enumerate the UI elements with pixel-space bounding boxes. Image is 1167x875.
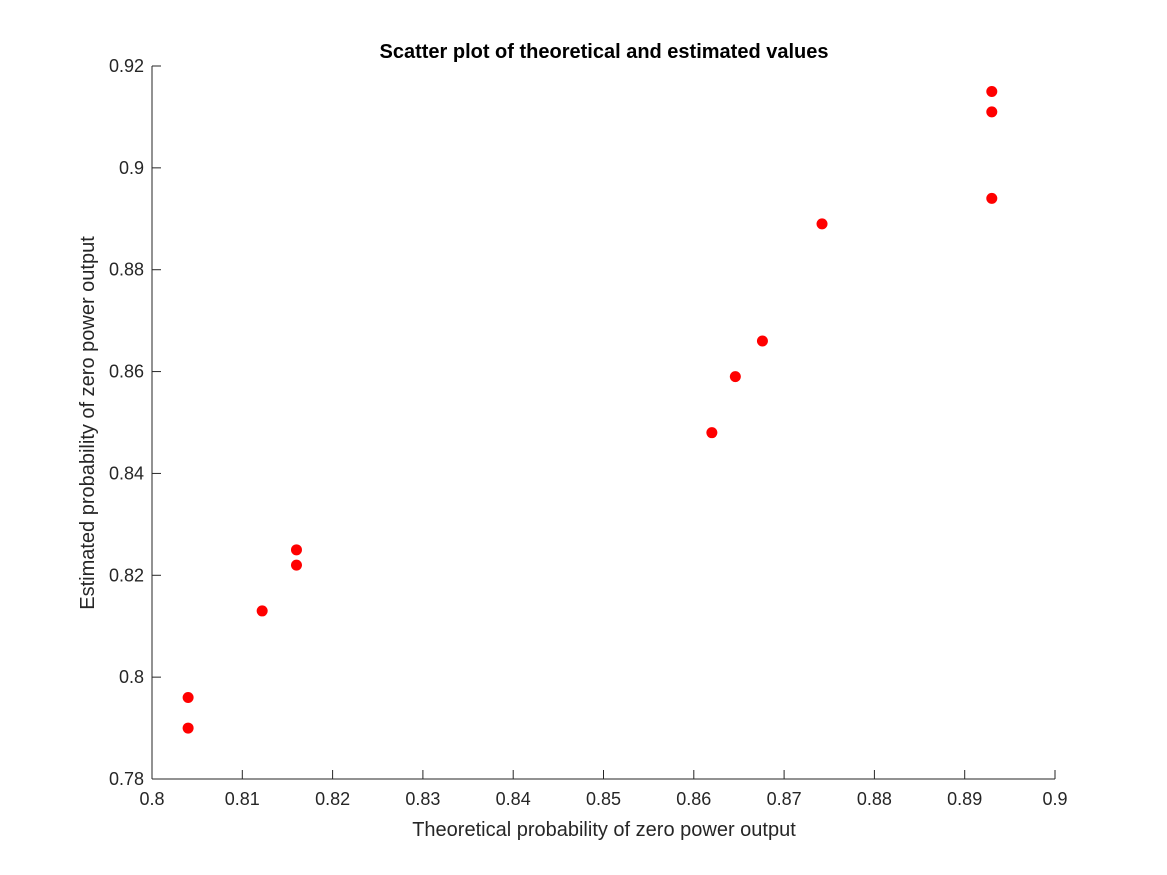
data-point (729, 371, 741, 383)
x-tick-label: 0.8 (139, 789, 164, 809)
x-axis-ticks: 0.8 0.81 0.82 0.83 0.84 0.85 0.86 0.87 0.88 0.89 0… (139, 770, 1068, 809)
x-tick-label: 0.84 (496, 789, 531, 809)
y-axis-ticks: 0.78 0.8 0.82 0.84 0.86 0.88 0.9 0.92 (109, 56, 161, 789)
y-tick-label: 0.9 (119, 158, 144, 178)
data-point (706, 427, 718, 439)
y-tick-label: 0.86 (109, 362, 144, 382)
data-point (290, 559, 302, 571)
x-tick-label: 0.81 (225, 789, 260, 809)
x-tick-label: 0.89 (947, 789, 982, 809)
y-tick-label: 0.82 (109, 565, 144, 585)
y-tick-label: 0.92 (109, 56, 144, 76)
data-point (986, 192, 998, 204)
x-tick-label: 0.83 (405, 789, 440, 809)
x-tick-label: 0.9 (1042, 789, 1067, 809)
data-point (986, 106, 998, 118)
data-point (290, 544, 302, 556)
y-tick-label: 0.8 (119, 667, 144, 687)
x-tick-label: 0.87 (767, 789, 802, 809)
x-axis-label: Theoretical probability of zero power ou… (412, 819, 796, 841)
data-point (182, 692, 194, 704)
x-tick-label: 0.86 (676, 789, 711, 809)
axes (151, 66, 1055, 780)
data-point (756, 335, 768, 347)
y-tick-label: 0.78 (109, 769, 144, 789)
x-tick-label: 0.85 (586, 789, 621, 809)
x-tick-label: 0.88 (857, 789, 892, 809)
x-tick-label: 0.82 (315, 789, 350, 809)
y-tick-label: 0.84 (109, 463, 144, 483)
data-points (182, 85, 998, 734)
data-point (816, 218, 828, 230)
chart-title: Scatter plot of theoretical and estimate… (379, 41, 828, 63)
y-tick-label: 0.88 (109, 260, 144, 280)
data-point (256, 605, 268, 617)
data-point (182, 722, 194, 734)
data-point (986, 85, 998, 97)
y-axis-label: Estimated probability of zero power outp… (77, 236, 99, 610)
